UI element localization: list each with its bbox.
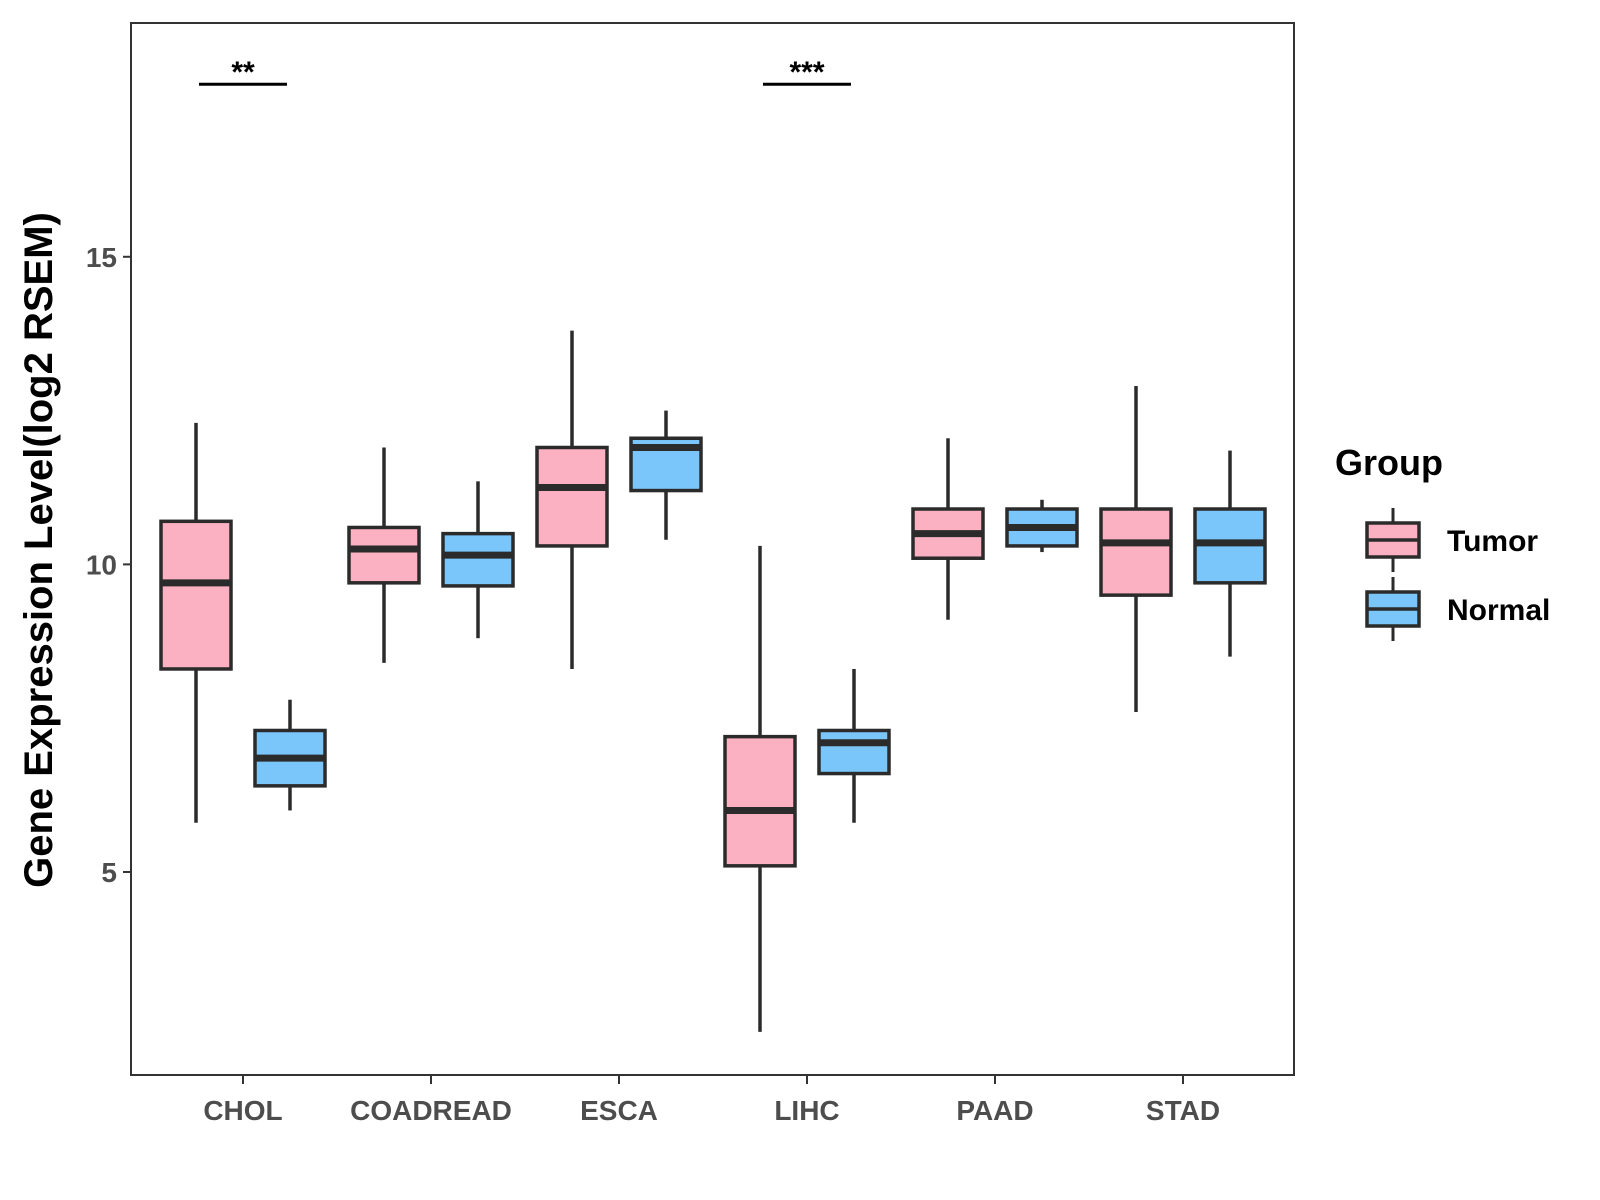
y-tick-label: 10	[86, 549, 117, 580]
box-tumor-esca	[535, 330, 609, 669]
x-tick-label: LIHC	[774, 1095, 839, 1126]
box-body	[347, 525, 421, 585]
x-tick-label: COADREAD	[350, 1095, 512, 1126]
box-body	[441, 531, 515, 588]
significance-label: **	[231, 56, 255, 89]
box-tumor-stad	[1099, 385, 1173, 713]
box-body	[159, 519, 233, 671]
plot-area: ** ***	[159, 56, 1267, 1032]
box-tumor-lihc	[723, 545, 797, 1032]
box-tumor-paad	[911, 438, 985, 620]
legend-item-tumor: Tumor	[1365, 508, 1538, 572]
box-normal-esca	[629, 410, 703, 540]
x-tick-label: PAAD	[956, 1095, 1033, 1126]
box-normal-paad	[1005, 499, 1079, 553]
box-tumor-coadread	[347, 447, 421, 663]
legend-label: Normal	[1447, 594, 1550, 627]
x-tick-label: ESCA	[580, 1095, 658, 1126]
panel-border	[130, 22, 1295, 1076]
axes: 5 10 15 CHOL COADREAD ESCA LIHC PAAD STAD	[86, 22, 1295, 1126]
box-normal-stad	[1193, 450, 1267, 657]
box-body	[817, 728, 891, 776]
box-tumor-chol	[159, 422, 233, 823]
legend: Group Tumor Normal	[1335, 442, 1550, 641]
legend-label: Tumor	[1447, 525, 1538, 558]
y-tick-label: 5	[101, 857, 117, 888]
legend-item-normal: Normal	[1365, 577, 1550, 641]
box-normal-chol	[253, 699, 327, 811]
box-body	[535, 445, 609, 548]
box-normal-lihc	[817, 668, 891, 823]
x-tick-label: STAD	[1146, 1095, 1220, 1126]
x-tick-label: CHOL	[203, 1095, 282, 1126]
box-body	[1099, 507, 1173, 597]
significance-label: ***	[789, 56, 824, 89]
y-tick-label: 15	[86, 242, 117, 273]
y-axis-title: Gene Expression Level(log2 RSEM)	[17, 212, 61, 888]
legend-title: Group	[1335, 442, 1443, 483]
box-normal-coadread	[441, 481, 515, 639]
box-body	[723, 734, 797, 868]
